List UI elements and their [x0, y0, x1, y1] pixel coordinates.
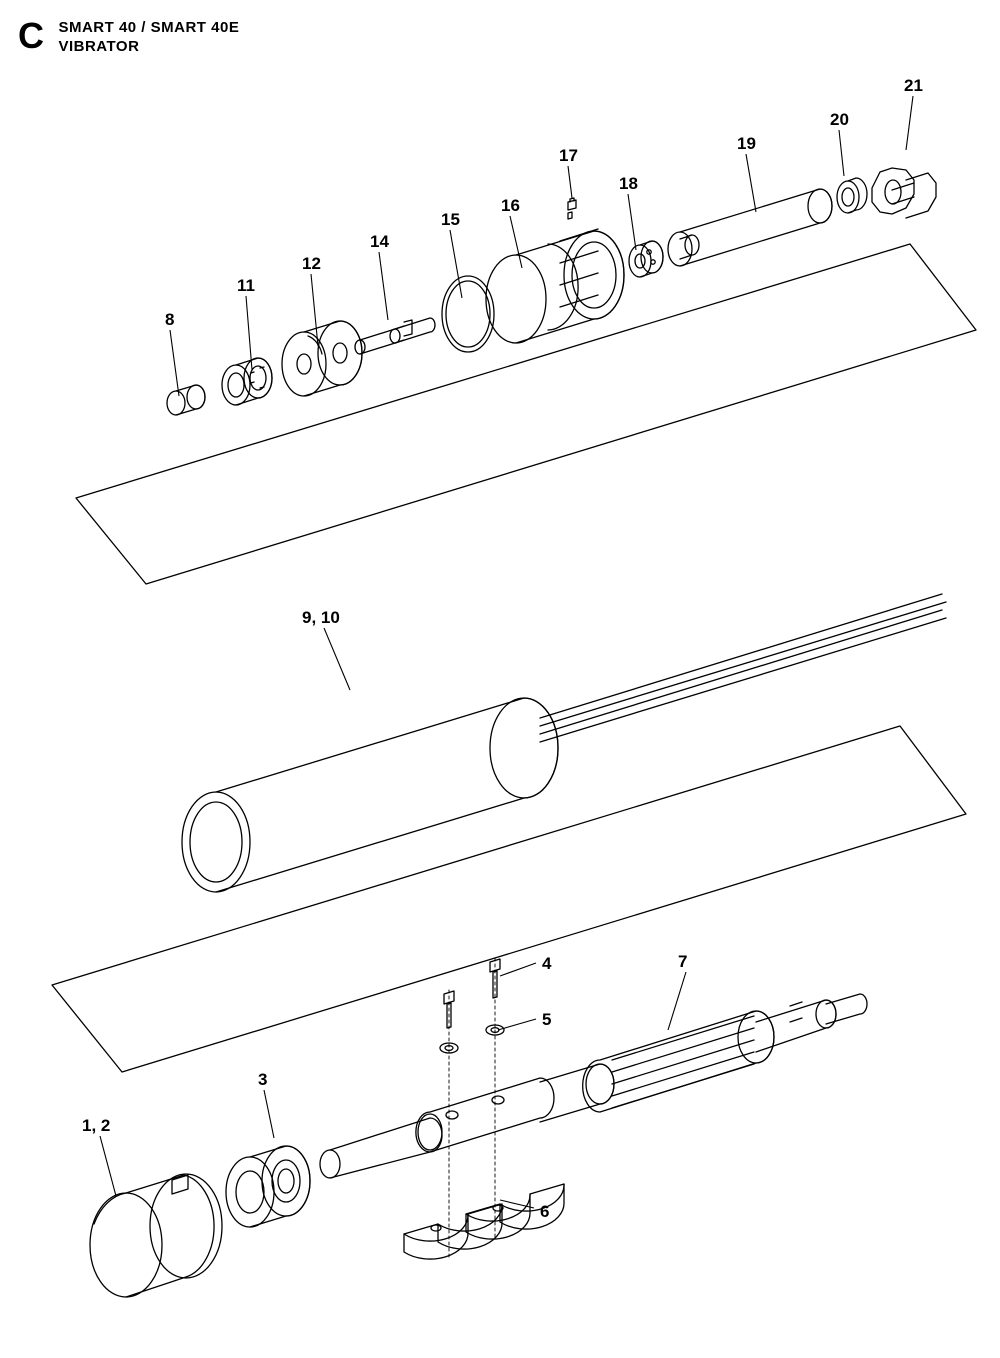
part-15: [442, 276, 494, 352]
leader-9-10: [324, 628, 350, 690]
callout-16: 16: [501, 196, 520, 216]
callout-4: 4: [542, 954, 551, 974]
part-21: [872, 168, 936, 218]
leader-5: [498, 1019, 536, 1030]
leader-3: [264, 1090, 274, 1138]
callout-11: 11: [237, 276, 255, 296]
lower-cut-sheet: [52, 726, 966, 1072]
leader-17: [568, 166, 572, 198]
leader-21: [906, 96, 913, 150]
callout-20: 20: [830, 110, 849, 130]
leader-16: [510, 216, 522, 268]
part-1-2: [90, 1174, 222, 1297]
part-14: [355, 318, 435, 354]
callout-15: 15: [441, 210, 460, 230]
leader-1-2: [100, 1136, 116, 1196]
part-7-shaft-assembly: [320, 994, 867, 1178]
exploded-diagram: [0, 0, 1000, 1358]
part-16: [486, 229, 624, 343]
part-3: [226, 1146, 310, 1227]
leader-20: [839, 130, 844, 176]
leader-14: [379, 252, 388, 320]
leader-15: [450, 230, 462, 298]
part-9-10: [182, 594, 946, 892]
part-11: [222, 358, 272, 405]
part-4-bolts: [444, 959, 500, 1028]
callout-19: 19: [737, 134, 756, 154]
callout-8: 8: [165, 310, 174, 330]
callout-7: 7: [678, 952, 687, 972]
callout-3: 3: [258, 1070, 267, 1090]
callout-12: 12: [302, 254, 321, 274]
callout-1-2: 1, 2: [82, 1116, 110, 1136]
part-20: [837, 178, 867, 213]
upper-cut-sheet: [76, 244, 976, 584]
leader-11: [246, 296, 252, 370]
part-18: [629, 241, 663, 277]
callout-17: 17: [559, 146, 578, 166]
part-17: [568, 198, 576, 219]
callout-21: 21: [904, 76, 923, 96]
callout-18: 18: [619, 174, 638, 194]
callout-6: 6: [540, 1202, 549, 1222]
leader-18: [628, 194, 636, 250]
part-12: [282, 321, 362, 396]
part-5-washers: [440, 1025, 504, 1053]
leader-4: [500, 963, 536, 976]
part-19: [668, 189, 832, 266]
leader-7: [668, 972, 686, 1030]
callout-9-10: 9, 10: [302, 608, 340, 628]
leader-19: [746, 154, 756, 212]
callout-14: 14: [370, 232, 389, 252]
leader-8: [170, 330, 179, 396]
part-8: [167, 385, 205, 415]
callout-5: 5: [542, 1010, 551, 1030]
